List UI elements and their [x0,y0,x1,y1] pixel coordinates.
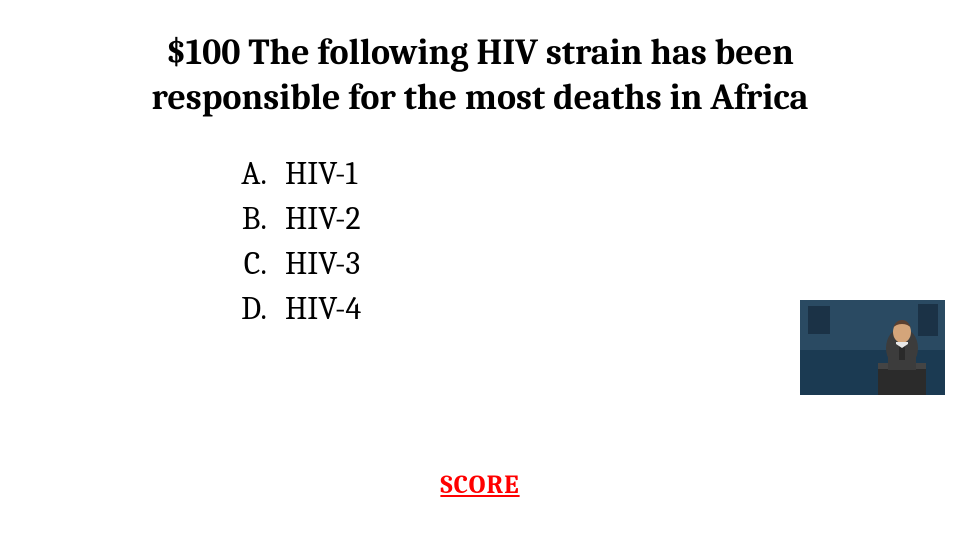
answer-text: HIV-1 [285,155,361,200]
answer-option[interactable]: A. HIV-1 [235,155,361,200]
answer-letter: D. [235,290,285,335]
host-photo-icon [800,300,945,395]
answer-text: HIV-3 [285,245,361,290]
answer-letter: B. [235,200,285,245]
answer-text: HIV-4 [285,290,361,335]
answer-letter: C. [235,245,285,290]
answers-list: A. HIV-1 B. HIV-2 C. HIV-3 D. HIV-4 [235,155,361,335]
answer-option[interactable]: B. HIV-2 [235,200,361,245]
question-title: $100 The following HIV strain has been r… [0,0,960,120]
host-image [800,300,945,395]
answer-text: HIV-2 [285,200,361,245]
answer-letter: A. [235,155,285,200]
answer-option[interactable]: D. HIV-4 [235,290,361,335]
score-link[interactable]: SCORE [440,470,519,500]
answer-option[interactable]: C. HIV-3 [235,245,361,290]
